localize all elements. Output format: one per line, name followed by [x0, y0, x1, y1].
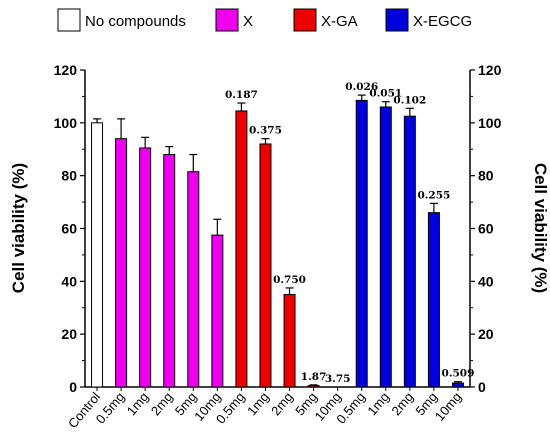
bar-2 — [139, 147, 152, 388]
legend-label-0: No compounds — [85, 13, 186, 30]
legend-swatch-0 — [57, 8, 81, 32]
data-label-8: 0.750 — [273, 274, 306, 286]
y-tick-label-right-2: 40 — [478, 273, 494, 289]
bar-0 — [91, 122, 104, 388]
data-label-13: 0.102 — [393, 94, 426, 106]
y-tick-label-left-3: 60 — [61, 221, 77, 237]
y-tick-label-left-0: 0 — [69, 379, 77, 395]
y-tick-label-right-0: 0 — [478, 379, 486, 395]
y-tick-label-right-6: 120 — [478, 62, 502, 78]
legend: No compounds X X-GA X-EGCG — [57, 8, 472, 32]
y-tick-label-right-4: 80 — [478, 168, 494, 184]
legend-swatch-3 — [385, 8, 409, 32]
legend-label-3: X-EGCG — [413, 13, 472, 30]
y-tick-label-left-2: 40 — [61, 273, 77, 289]
bar-9 — [307, 385, 320, 388]
legend-swatch-1 — [215, 8, 239, 32]
bar-12 — [379, 106, 392, 388]
x-tick-label-7: 1mg — [244, 389, 272, 418]
y-tick-label-right-5: 100 — [478, 115, 502, 131]
y-tick-label-left-1: 20 — [61, 326, 77, 342]
data-label-12: 0.051 — [369, 88, 402, 100]
legend-label-2: X-GA — [321, 13, 358, 30]
y-axis-title-right: Cell viability (%) — [531, 163, 550, 293]
data-label-14: 0.255 — [417, 189, 450, 201]
data-label-9: 1.87 — [301, 371, 327, 383]
data-label-15: 0.509 — [442, 368, 475, 380]
x-tick-label-2: 1mg — [124, 389, 152, 418]
x-tick-label-8: 2mg — [268, 389, 296, 418]
bar-11 — [355, 99, 368, 388]
bar-1 — [115, 138, 128, 388]
legend-label-1: X — [243, 13, 253, 30]
x-tick-label-12: 1mg — [364, 389, 392, 418]
x-tick-label-3: 2mg — [148, 389, 176, 418]
data-label-10: 3.75 — [325, 373, 351, 385]
bar-3 — [163, 154, 176, 388]
bar-6 — [235, 110, 248, 388]
y-tick-label-left-4: 80 — [61, 168, 77, 184]
bar-14 — [427, 212, 440, 388]
bar-5 — [211, 234, 224, 388]
data-label-11: 0.026 — [345, 81, 378, 93]
y-tick-label-left-6: 120 — [54, 62, 78, 78]
y-tick-label-right-3: 60 — [478, 221, 494, 237]
y-tick-label-left-5: 100 — [54, 115, 78, 131]
bar-7 — [259, 143, 272, 388]
data-label-6: 0.187 — [225, 89, 258, 101]
y-axis-title-left: Cell viability (%) — [9, 163, 28, 293]
bar-4 — [187, 171, 200, 388]
bar-15 — [451, 382, 464, 388]
bar-13 — [403, 115, 416, 388]
legend-swatch-2 — [293, 8, 317, 32]
x-tick-label-15: 10mg — [432, 389, 464, 424]
bar-8 — [283, 294, 296, 388]
data-label-7: 0.375 — [249, 125, 282, 137]
x-tick-label-13: 2mg — [388, 389, 416, 418]
y-tick-label-right-1: 20 — [478, 326, 494, 342]
